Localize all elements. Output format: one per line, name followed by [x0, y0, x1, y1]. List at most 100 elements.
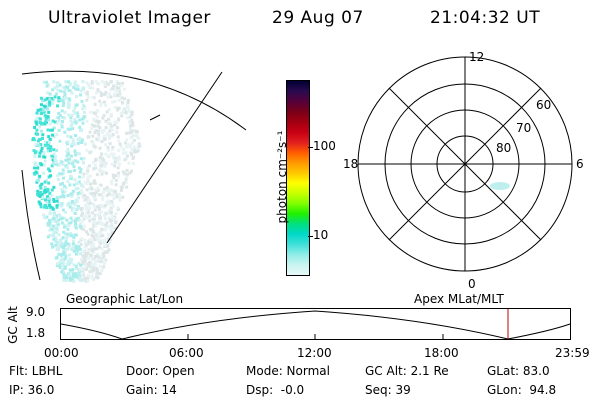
emission-pixel — [101, 197, 104, 201]
emission-pixel — [80, 257, 84, 261]
emission-pixel — [55, 92, 58, 96]
emission-pixel — [115, 159, 119, 162]
emission-pixel — [43, 140, 47, 144]
emission-pixel — [72, 183, 76, 187]
emission-pixel — [117, 193, 121, 197]
emission-pixel — [47, 167, 51, 171]
emission-pixel — [90, 257, 94, 261]
emission-pixel — [43, 216, 47, 220]
emission-pixel — [48, 224, 52, 228]
emission-pixel — [105, 194, 109, 198]
emission-pixel — [104, 241, 107, 245]
status-gain: Gain: 14 — [126, 383, 177, 397]
emission-pixel — [45, 102, 49, 106]
emission-pixel — [119, 145, 123, 149]
emission-pixel — [40, 163, 44, 167]
altitude-curve — [60, 310, 571, 340]
emission-pixel — [41, 99, 45, 103]
emission-pixel — [81, 211, 84, 215]
emission-pixel — [110, 148, 114, 152]
emission-pixel — [102, 114, 106, 118]
emission-pixel — [42, 108, 46, 112]
emission-pixel — [101, 131, 105, 134]
emission-pixel — [92, 167, 96, 171]
emission-pixel — [99, 193, 103, 197]
emission-pixel — [51, 162, 55, 166]
emission-pixel — [55, 204, 59, 208]
emission-pixel — [38, 125, 42, 129]
emission-pixel — [92, 215, 96, 219]
emission-pixel — [113, 92, 117, 96]
emission-pixel — [64, 80, 68, 84]
emission-pixel — [77, 180, 81, 184]
emission-pixel — [97, 120, 101, 123]
emission-pixel — [43, 122, 47, 126]
emission-pixel — [85, 90, 89, 94]
emission-pixel — [97, 133, 101, 136]
emission-pixel — [74, 87, 78, 91]
emission-pixel — [43, 114, 47, 118]
emission-pixel — [48, 122, 52, 126]
emission-pixel — [45, 201, 49, 204]
emission-pixel — [106, 148, 110, 152]
emission-pixel — [101, 116, 105, 120]
emission-pixel — [78, 152, 81, 156]
emission-pixel — [40, 112, 43, 115]
emission-pixel — [66, 150, 70, 154]
emission-pixel — [77, 269, 81, 273]
emission-pixel — [38, 194, 42, 198]
emission-pixel — [65, 278, 68, 282]
emission-pixel — [32, 149, 36, 153]
emission-pixel — [55, 255, 59, 259]
emission-pixel — [36, 132, 39, 136]
emission-pixel — [97, 135, 101, 139]
emission-pixel — [57, 119, 61, 123]
emission-pixel — [63, 130, 67, 134]
emission-pixel — [63, 190, 67, 194]
status-door: Door: Open — [126, 364, 195, 378]
emission-pixel — [60, 253, 63, 257]
emission-pixel — [60, 99, 64, 102]
emission-pixel — [80, 213, 84, 217]
emission-pixel — [73, 159, 77, 163]
emission-pixel — [100, 140, 104, 144]
emission-pixel — [34, 118, 38, 122]
emission-pixel — [104, 126, 108, 130]
emission-pixel — [68, 170, 72, 174]
emission-pixel — [87, 135, 90, 139]
emission-pixel — [86, 207, 90, 211]
emission-pixel — [49, 205, 53, 209]
emission-pixel — [90, 234, 94, 237]
emission-pixel — [70, 194, 74, 198]
emission-pixel — [39, 108, 43, 112]
emission-pixel — [85, 181, 89, 185]
emission-pixel — [121, 100, 124, 104]
emission-pixel — [55, 163, 59, 166]
emission-pixel — [113, 120, 117, 124]
emission-pixel — [88, 151, 92, 155]
emission-pixel — [72, 236, 76, 239]
emission-pixel — [42, 104, 46, 108]
emission-pixel — [62, 252, 66, 256]
emission-pixel — [77, 245, 81, 249]
emission-pixel — [110, 112, 113, 116]
emission-pixel — [55, 224, 59, 228]
emission-pixel — [109, 227, 113, 231]
emission-pixel — [66, 147, 70, 151]
emission-pixel — [56, 104, 59, 108]
emission-pixel — [79, 275, 82, 279]
emission-pixel — [67, 89, 71, 93]
emission-pixel — [52, 224, 55, 228]
emission-pixel — [85, 148, 89, 152]
emission-pixel — [91, 141, 95, 145]
emission-pixel — [60, 109, 64, 113]
emission-pixel — [99, 94, 103, 97]
emission-pixel — [62, 246, 66, 250]
emission-pixel — [48, 97, 52, 101]
emission-pixel — [66, 140, 70, 144]
emission-pixel — [70, 114, 74, 117]
emission-pixel — [90, 123, 94, 127]
emission-pixel — [106, 122, 110, 126]
mlt-label-12: 12 — [469, 50, 484, 64]
emission-pixel — [108, 142, 112, 146]
